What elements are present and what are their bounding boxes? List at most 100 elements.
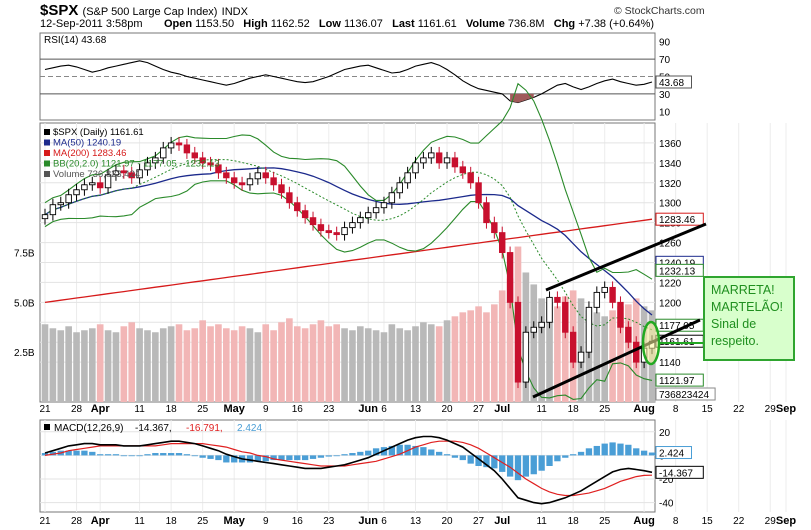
candle-body (207, 162, 214, 166)
macd-histogram-bar (223, 455, 230, 463)
macd-histogram-bar (341, 454, 348, 456)
legend-swatch (44, 160, 50, 167)
y-tick-label: 1260 (659, 239, 682, 250)
volume-bar (617, 306, 624, 402)
y-tick-label: 70 (659, 55, 671, 66)
candle-body (538, 321, 545, 328)
macd-histogram-bar (506, 455, 514, 477)
macd-histogram-bar (231, 455, 238, 463)
macd-histogram-bar (491, 455, 498, 469)
macd-histogram-bar (136, 455, 143, 457)
candle-body (341, 227, 348, 236)
volume-bar (561, 296, 569, 402)
axis-tag-label: 2.424 (659, 449, 684, 460)
candle-body (357, 217, 364, 224)
exchange-label: INDX (221, 6, 248, 18)
macd-histogram-bar (546, 455, 553, 466)
macd-histogram-bar (577, 451, 585, 456)
volume-bar (88, 328, 96, 402)
candle-body (136, 169, 143, 179)
x-tick-label: 8 (673, 404, 679, 415)
y-tick-label: 1360 (659, 139, 682, 150)
candle-body (262, 172, 269, 179)
y-tick-label: 1320 (659, 179, 682, 190)
y-tick-label: 90 (659, 38, 671, 49)
macd-histogram-bar (365, 450, 372, 456)
candle-body (372, 207, 380, 214)
x-tick-label: 11 (134, 516, 145, 527)
candle-body (270, 177, 277, 186)
candle-body (514, 301, 522, 383)
macd-histogram-bar (570, 454, 577, 456)
legend-swatch (44, 129, 50, 135)
macd-histogram-bar (475, 455, 482, 466)
macd-histogram-bar (443, 454, 451, 456)
candle-body (120, 170, 128, 174)
x-tick-label: Sep (776, 403, 796, 415)
volume-bar (333, 324, 340, 402)
x-tick-label: Jul (494, 515, 510, 527)
macd-histogram-bar (483, 455, 490, 468)
macd-histogram-bar (562, 455, 569, 458)
candle-body (128, 172, 135, 179)
legend-entry: BB(20,2.0) 1121.97 - 1177.05 - 1232.13 (53, 159, 220, 170)
y-tick-label: -40 (659, 499, 674, 510)
macd-histogram-bar (617, 443, 624, 456)
watermark: © StockCharts.com (614, 5, 705, 17)
legend-entry: MA(200) 1283.46 (53, 148, 126, 159)
x-tick-label: 25 (599, 516, 611, 527)
y-tick-label: 1200 (659, 298, 682, 309)
volume-bar (254, 332, 262, 402)
axis-tag-label: 1283.46 (659, 215, 696, 226)
candle-body (428, 152, 435, 159)
macd-histogram-bar (514, 455, 522, 481)
x-tick-label: 27 (473, 404, 485, 415)
legend-swatch (44, 150, 50, 156)
volume-bar (451, 316, 459, 402)
volume-bar (41, 324, 49, 402)
rsi-line (44, 60, 653, 104)
candle-body (104, 174, 112, 189)
macd-histogram-bar (144, 454, 151, 456)
volume-bar (136, 328, 143, 402)
volume-bar (467, 310, 474, 402)
x-tick-label: 11 (536, 404, 547, 415)
y-tick-label: 1300 (659, 199, 682, 210)
candle-body (175, 142, 183, 146)
y-tick-label: 1220 (659, 278, 682, 289)
axis-tag-label: 1232.13 (659, 266, 696, 277)
volume-bar (601, 316, 609, 402)
macd-histogram-bar (309, 455, 317, 459)
volume-bar (357, 326, 364, 402)
candle-body (246, 178, 254, 186)
x-tick-label: 6 (381, 404, 387, 415)
volume-bar (546, 302, 553, 402)
candle-body (191, 152, 198, 159)
macd-histogram-bar (120, 455, 127, 457)
macd-histogram-bar (357, 451, 364, 456)
volume-bar (96, 324, 104, 402)
volume-bar (223, 328, 230, 402)
x-tick-label: 15 (702, 516, 714, 527)
macd-histogram-bar (152, 453, 159, 456)
volume-bar (309, 324, 317, 402)
candle-body (491, 222, 498, 234)
volume-bar (341, 328, 348, 402)
candle-body (475, 182, 482, 204)
x-tick-label: 25 (599, 404, 611, 415)
volume-bar (246, 328, 254, 402)
macd-histogram-bar (73, 450, 80, 456)
candle-body (467, 172, 474, 184)
quote-line: 12-Sep-2011 3:58pm Open 1153.50 High 116… (40, 18, 655, 30)
axis-tag (655, 75, 692, 89)
y-tick-label: 1340 (659, 159, 682, 170)
candle-body (506, 252, 514, 303)
macd-histogram-bar (372, 448, 380, 456)
x-tick-label: Aug (633, 403, 654, 415)
volume-bar (364, 328, 372, 402)
ma200-line (44, 218, 653, 304)
x-tick-label: Sep (776, 515, 796, 527)
x-tick-label: Jun (358, 515, 378, 527)
x-tick-label: May (223, 515, 245, 527)
